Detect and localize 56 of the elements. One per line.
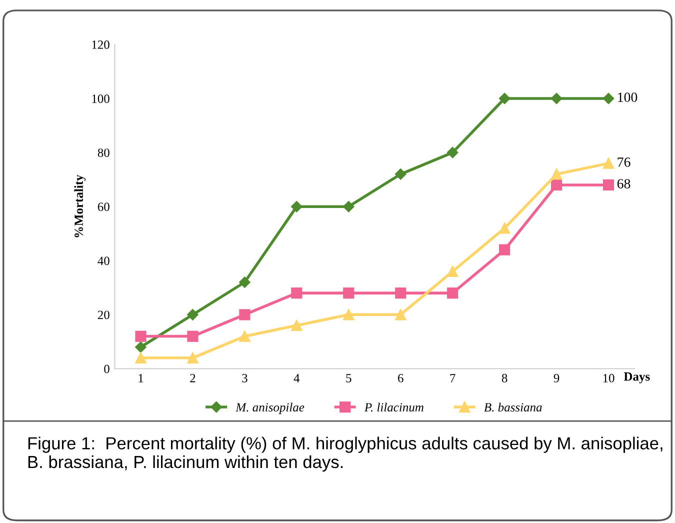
point <box>447 266 458 277</box>
x-tick-label: 4 <box>294 374 300 382</box>
x-tick-label: 9 <box>554 374 560 382</box>
x-tick-label: 6 <box>398 374 404 382</box>
point <box>499 244 510 256</box>
caption: Figure 1: Percent mortality (%) of M. hiroglyphicus adults caused by M. anisopliae, B. brassiana, P. lilacinum within ten days. <box>28 436 662 472</box>
point <box>291 200 302 212</box>
x-tick-label: 5 <box>346 374 352 382</box>
point <box>187 330 198 342</box>
y-tick-label: 20 <box>98 310 110 320</box>
y-tick-label: 100 <box>92 94 110 103</box>
point <box>499 222 510 234</box>
point <box>343 200 354 212</box>
legend-label: P. lilacinum <box>364 402 424 412</box>
data-label: 68 <box>617 179 630 188</box>
point <box>395 168 406 180</box>
x-tick-label: 3 <box>242 374 248 382</box>
x-tick-label: 2 <box>190 374 196 382</box>
point <box>550 92 562 104</box>
point <box>602 92 614 104</box>
point <box>291 320 302 332</box>
point <box>187 352 198 364</box>
data-label: 76 <box>618 157 630 167</box>
point <box>446 146 458 158</box>
legend-label: M. anisopilae <box>236 402 304 414</box>
y-tick-label: 80 <box>98 148 110 157</box>
point <box>135 330 146 342</box>
y-tick-label: 60 <box>98 202 110 212</box>
data-label: 100 <box>618 92 638 102</box>
legend-label: B. bassiana <box>484 402 542 412</box>
y-tick-label: 120 <box>92 40 110 49</box>
point <box>395 309 406 320</box>
point <box>187 309 198 320</box>
y-axis-title: %Mortality <box>74 174 86 238</box>
x-tick-label: 7 <box>450 374 456 382</box>
x-tick-label: 8 <box>502 374 508 382</box>
point <box>550 179 562 191</box>
point <box>135 352 146 364</box>
point <box>498 92 510 104</box>
x-tick-label: 10 <box>603 374 614 382</box>
point <box>447 288 458 299</box>
y-tick-label: 40 <box>98 256 110 266</box>
point <box>395 288 406 299</box>
point <box>343 309 354 320</box>
point <box>291 288 302 299</box>
point <box>343 288 354 299</box>
point <box>135 341 146 353</box>
x-tick-label: 1 <box>138 374 144 382</box>
point <box>550 168 562 180</box>
point <box>602 179 614 191</box>
point <box>602 158 614 169</box>
point <box>239 276 250 288</box>
y-tick-label: 0 <box>104 364 110 374</box>
point <box>239 330 250 342</box>
x-axis-title: Days <box>624 372 650 384</box>
point <box>239 309 250 320</box>
